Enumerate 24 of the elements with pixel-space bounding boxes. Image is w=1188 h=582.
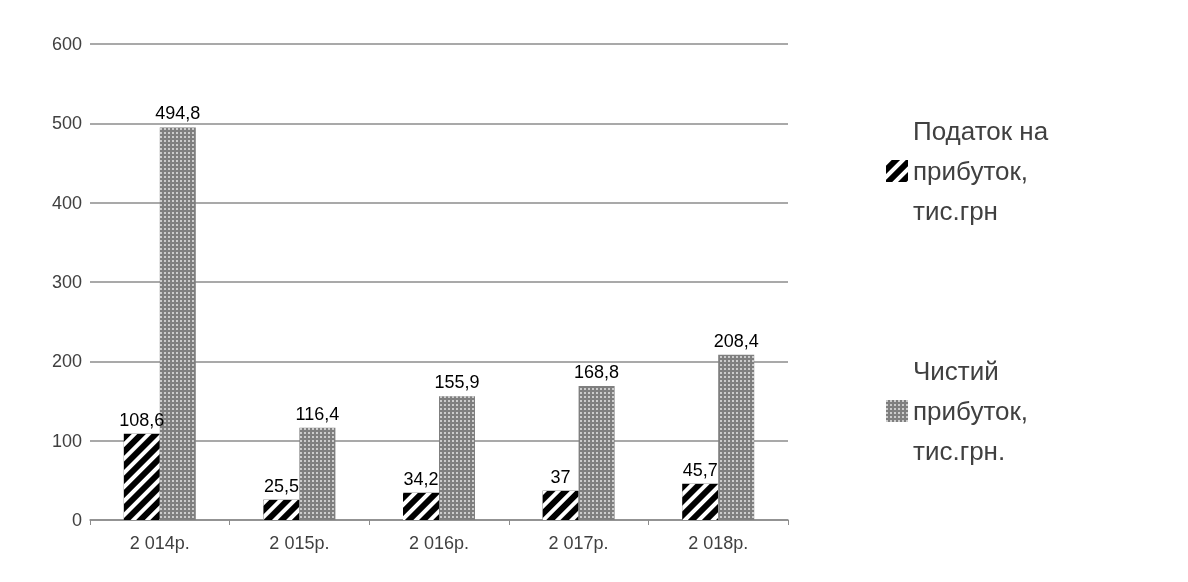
x-tick-label: 2 018р. <box>688 533 749 553</box>
data-label: 25,5 <box>263 475 299 496</box>
legend-label: Податок на прибуток, тис.грн <box>913 116 1056 226</box>
x-tick-label: 2 016р. <box>408 533 470 553</box>
x-tick-label: 2 017р. <box>548 533 609 553</box>
data-label: 116,4 <box>295 403 340 424</box>
x-tick-label: 2 015р. <box>269 533 330 553</box>
data-label: 45,7 <box>682 459 718 480</box>
y-tick-label: 0 <box>71 510 82 530</box>
data-label: 108,6 <box>119 409 165 430</box>
legend-label: Чистий прибуток,тис.грн. <box>913 356 1029 466</box>
data-label: 494,8 <box>155 103 201 124</box>
data-label: 34,2 <box>403 468 439 489</box>
x-tick-label: 2 014р. <box>129 533 190 553</box>
y-tick-label: 100 <box>51 430 82 451</box>
y-tick-label: 400 <box>51 192 82 213</box>
y-tick-label: 300 <box>51 272 82 292</box>
y-tick-label: 500 <box>51 113 82 134</box>
data-label: 208,4 <box>713 330 759 351</box>
data-label: 168,8 <box>574 362 620 383</box>
y-tick-label: 600 <box>51 34 82 54</box>
data-label: 37 <box>550 466 571 487</box>
y-tick-label: 200 <box>51 351 82 372</box>
data-label: 155,9 <box>434 372 480 393</box>
